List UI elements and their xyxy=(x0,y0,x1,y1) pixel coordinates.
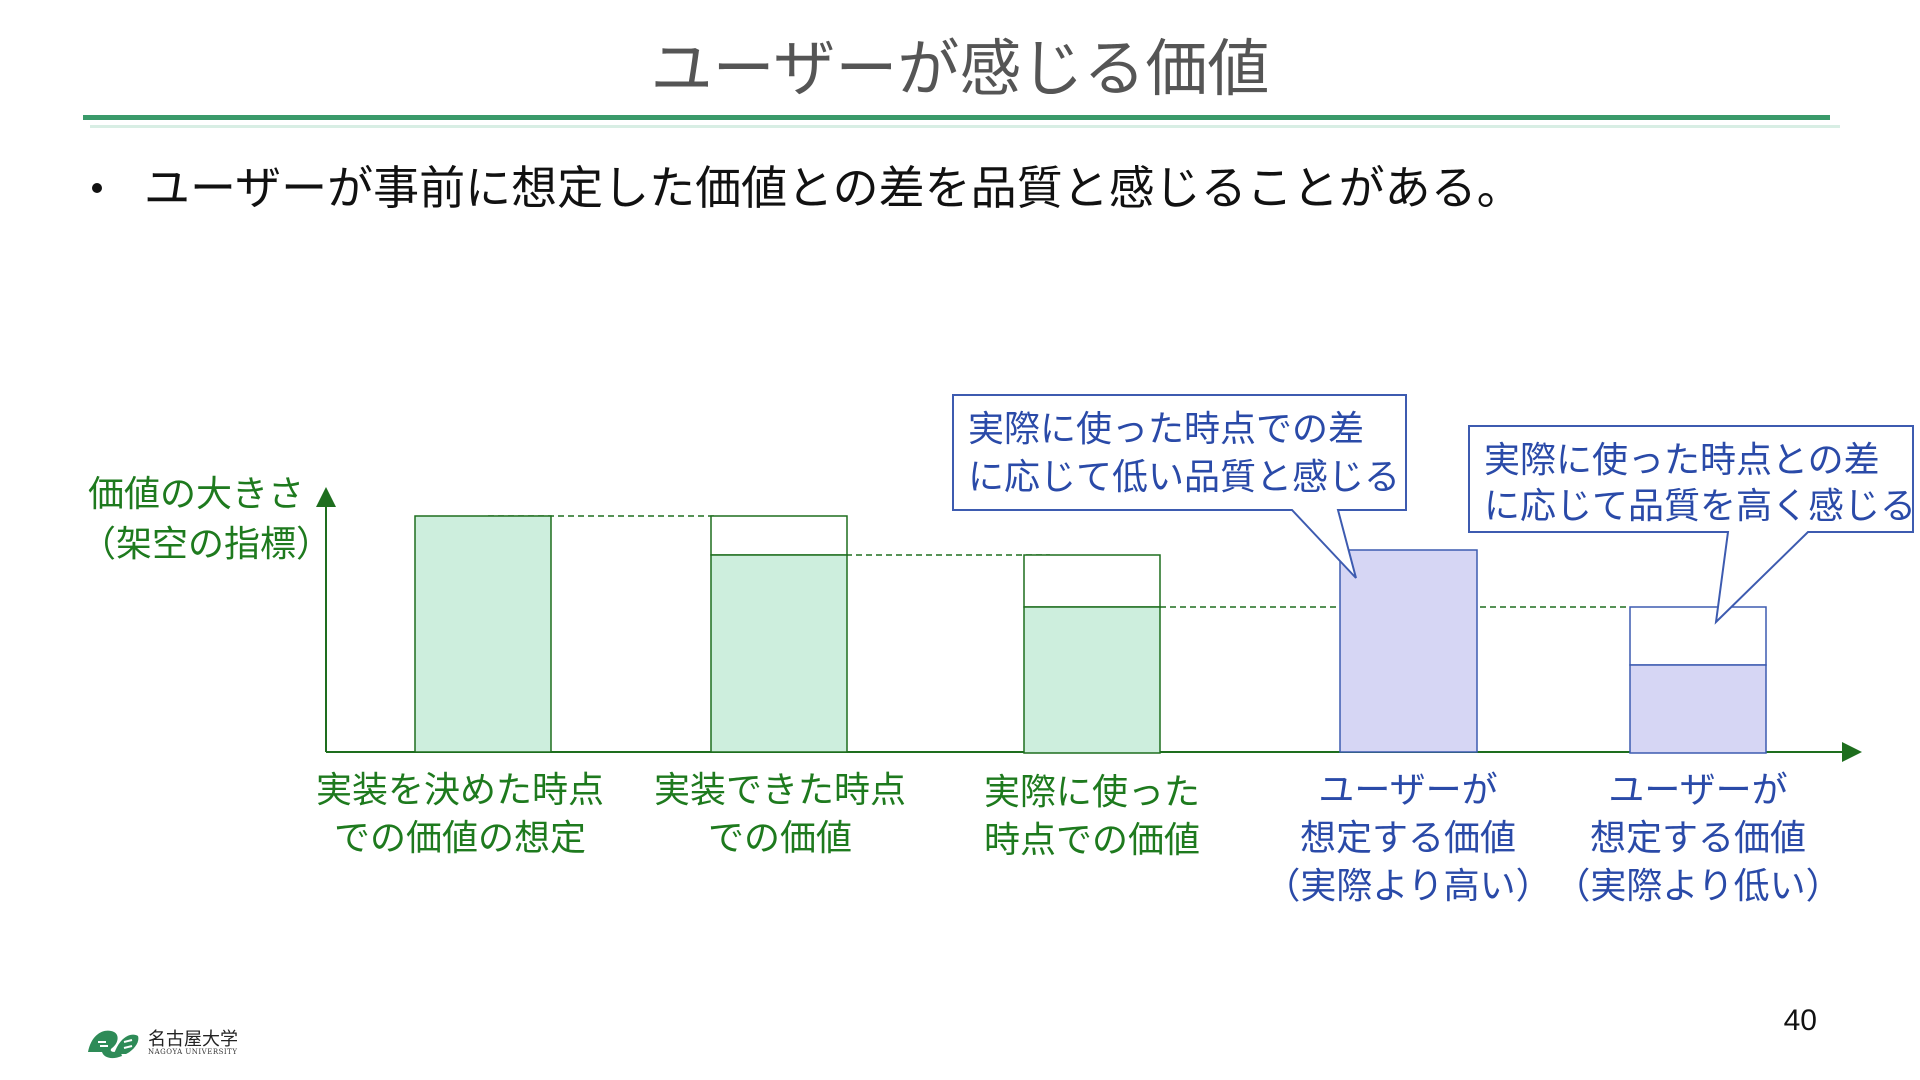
logo-name-jp: 名古屋大学 xyxy=(148,1028,238,1050)
logo-name-en: NAGOYA UNIVERSITY xyxy=(148,1047,238,1056)
bar-label-4-line2: 想定する価値 xyxy=(1300,818,1516,859)
bar-user-expected-gap xyxy=(1629,606,1767,666)
bar-implemented-gap xyxy=(710,515,848,556)
bar-label-3-line1: 実際に使った xyxy=(984,772,1200,813)
callout-low-quality-line2: に応じて低い品質と感じる xyxy=(968,457,1400,498)
bar-user-expected-high xyxy=(1339,549,1478,753)
y-axis-label-line1: 価値の大きさ xyxy=(88,474,304,515)
bar-user-expected-low xyxy=(1629,664,1767,754)
bar-label-2-line2: での価値 xyxy=(708,818,852,859)
bullet-item: ユーザーが事前に想定した価値との差を品質と感じることがある。 xyxy=(92,152,1523,218)
y-axis-label-line2: （架空の指標） xyxy=(80,524,332,565)
bar-label-4-line3: （実際より高い） xyxy=(1264,866,1551,907)
bar-label-2-line1: 実装できた時点 xyxy=(654,770,906,811)
university-logo: 名古屋大学 NAGOYA UNIVERSITY xyxy=(84,1026,238,1060)
callout-high-quality-line1: 実際に使った時点との差 xyxy=(1484,440,1880,481)
bar-label-1-line2: での価値の想定 xyxy=(334,818,586,859)
callout-high-quality-line2: に応じて品質を高く感じる xyxy=(1484,486,1916,527)
bar-actual-gap xyxy=(1023,554,1161,608)
bar-label-5-line3: （実際より低い） xyxy=(1554,866,1841,907)
bar-implemented-value xyxy=(710,554,848,753)
bullet-dot-icon xyxy=(92,182,102,193)
bar-label-5-line2: 想定する価値 xyxy=(1590,818,1806,859)
bar-planned-value xyxy=(414,515,552,753)
bullet-text: ユーザーが事前に想定した価値との差を品質と感じることがある。 xyxy=(144,161,1523,215)
nagoya-university-emblem-icon xyxy=(88,1030,139,1059)
slide-title: ユーザーが感じる価値 xyxy=(650,32,1270,105)
bar-label-4-line1: ユーザーが xyxy=(1318,770,1497,811)
bar-label-1-line1: 実装を決めた時点 xyxy=(316,770,604,811)
title-divider-shadow xyxy=(90,125,1840,128)
callout-high-quality xyxy=(1468,425,1914,625)
callout-low-quality-line1: 実際に使った時点での差 xyxy=(968,409,1364,450)
bar-label-5-line1: ユーザーが xyxy=(1608,770,1787,811)
callout-low-quality xyxy=(952,394,1407,579)
page-number: 40 xyxy=(1783,1004,1817,1037)
bar-actual-value xyxy=(1023,606,1161,754)
title-divider xyxy=(83,115,1830,120)
bar-label-3-line2: 時点での価値 xyxy=(984,820,1200,861)
